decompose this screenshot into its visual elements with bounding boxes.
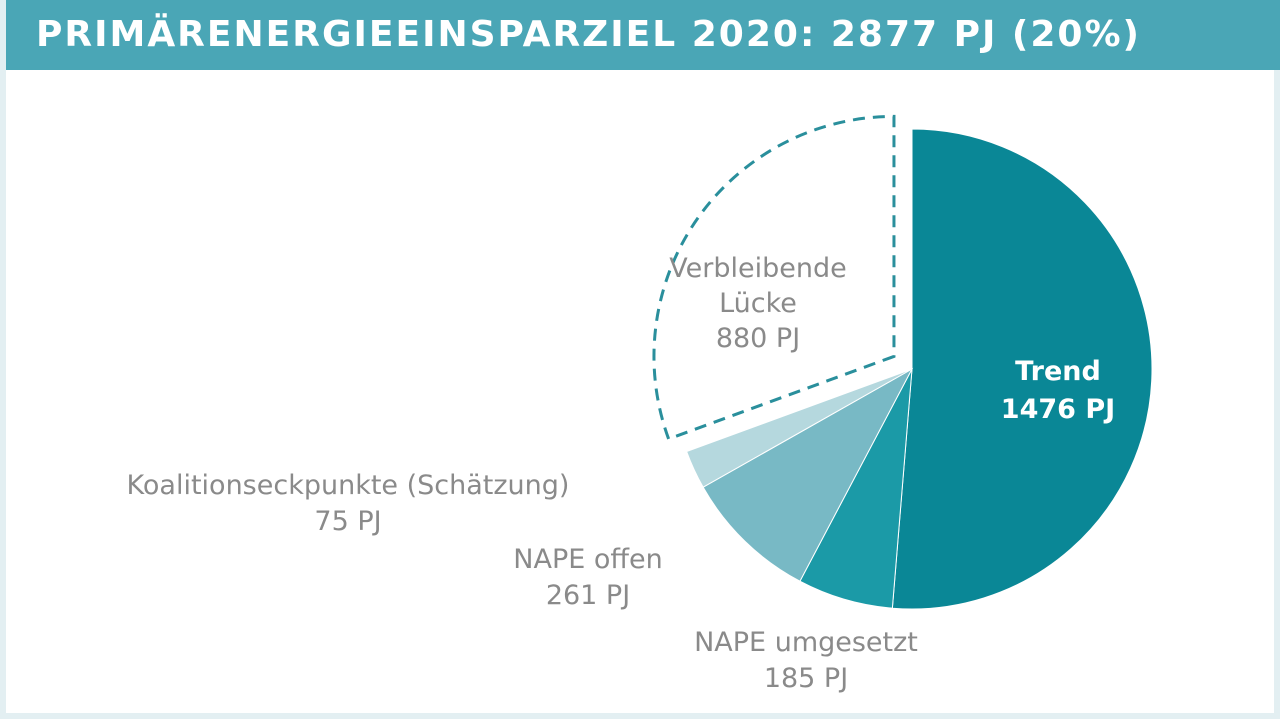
label-nape-umgesetzt-value: 185 PJ [764,663,848,694]
label-koalition-value: 75 PJ [314,506,381,537]
label-nape-umgesetzt-name: NAPE umgesetzt [694,627,918,658]
pie-chart: Trend 1476 PJ Verbleibende Lücke 880 PJ … [127,114,1153,694]
label-nape-offen-name: NAPE offen [513,544,662,575]
pie-slice-2 [702,367,914,582]
chart-title: PRIMÄRENERGIEEINSPARZIEL 2020: 2877 PJ (… [36,14,1141,55]
label-gap-name-line2: Lücke [719,288,797,319]
title-bar: PRIMÄRENERGIEEINSPARZIEL 2020: 2877 PJ (… [6,0,1280,70]
label-trend-name: Trend [1015,356,1101,387]
label-gap-value: 880 PJ [716,323,800,354]
label-trend-value: 1476 PJ [1001,394,1115,425]
label-gap-name-line1: Verbleibende [669,253,846,284]
label-nape-offen-value: 261 PJ [546,580,630,611]
pie-slice-0 [891,128,1153,610]
label-koalition-name: Koalitionseckpunkte (Schätzung) [127,470,570,501]
pie-slice-3 [685,368,913,488]
pie-slices [652,114,1153,610]
pie-slice-4 [652,114,896,441]
